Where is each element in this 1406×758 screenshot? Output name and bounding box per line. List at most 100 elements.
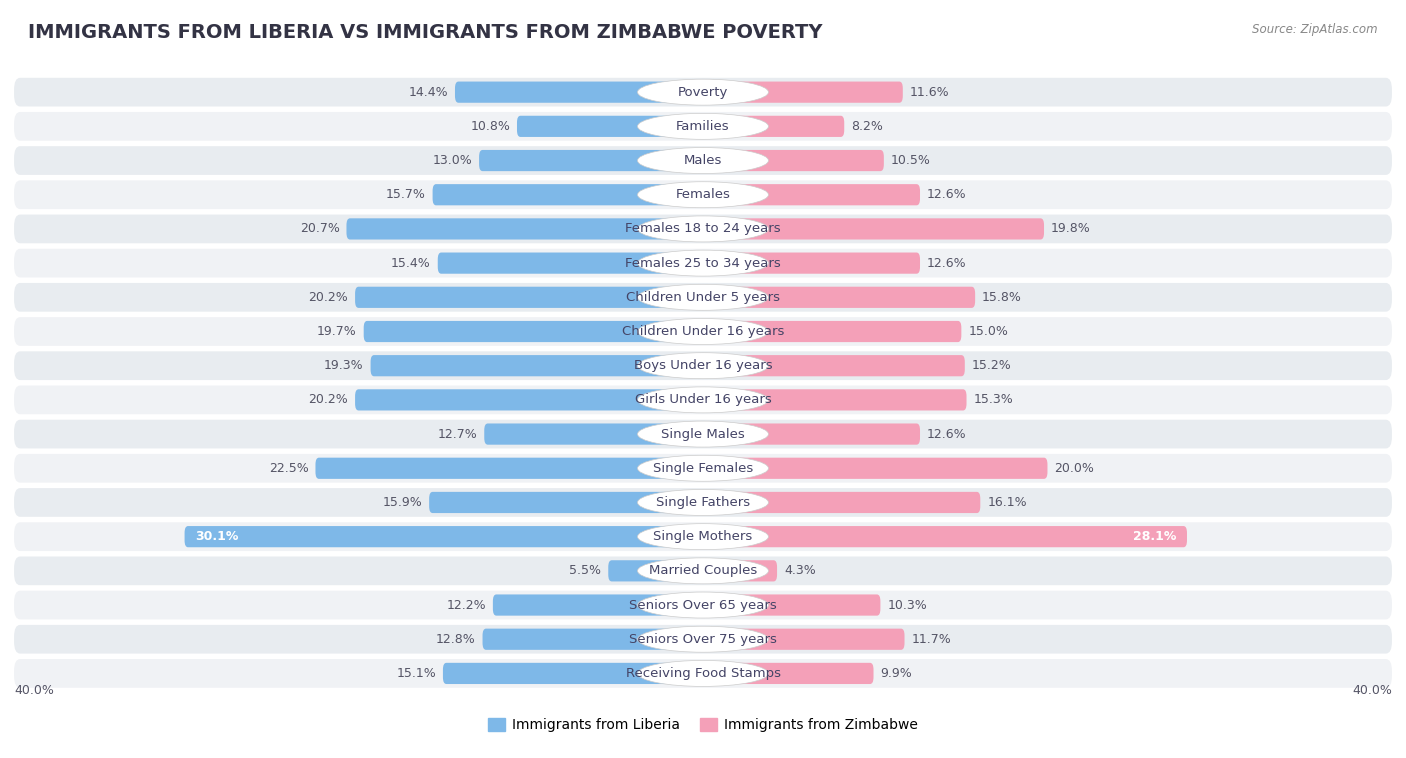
Text: 8.2%: 8.2% [851,120,883,133]
FancyBboxPatch shape [703,526,1187,547]
Ellipse shape [637,148,769,174]
Ellipse shape [637,352,769,379]
FancyBboxPatch shape [356,390,703,411]
FancyBboxPatch shape [433,184,703,205]
FancyBboxPatch shape [14,386,1392,414]
Text: 14.4%: 14.4% [409,86,449,99]
FancyBboxPatch shape [703,390,966,411]
FancyBboxPatch shape [703,82,903,103]
Text: Poverty: Poverty [678,86,728,99]
Text: 11.7%: 11.7% [911,633,950,646]
Text: Females 25 to 34 years: Females 25 to 34 years [626,257,780,270]
Text: 15.9%: 15.9% [382,496,422,509]
FancyBboxPatch shape [609,560,703,581]
Text: 20.2%: 20.2% [308,291,349,304]
Text: Seniors Over 65 years: Seniors Over 65 years [628,599,778,612]
FancyBboxPatch shape [346,218,703,240]
FancyBboxPatch shape [429,492,703,513]
FancyBboxPatch shape [437,252,703,274]
Text: 4.3%: 4.3% [785,565,815,578]
Text: 28.1%: 28.1% [1133,530,1177,543]
Text: 19.8%: 19.8% [1050,222,1091,236]
FancyBboxPatch shape [14,590,1392,619]
Text: 10.8%: 10.8% [470,120,510,133]
Text: 15.3%: 15.3% [973,393,1014,406]
Ellipse shape [637,318,769,344]
FancyBboxPatch shape [703,184,920,205]
FancyBboxPatch shape [14,180,1392,209]
FancyBboxPatch shape [364,321,703,342]
FancyBboxPatch shape [14,283,1392,312]
Text: 20.7%: 20.7% [299,222,340,236]
FancyBboxPatch shape [703,218,1045,240]
Ellipse shape [637,558,769,584]
Text: 40.0%: 40.0% [1353,684,1392,697]
FancyBboxPatch shape [14,249,1392,277]
FancyBboxPatch shape [703,252,920,274]
FancyBboxPatch shape [14,420,1392,449]
FancyBboxPatch shape [315,458,703,479]
Text: 11.6%: 11.6% [910,86,949,99]
Text: 12.2%: 12.2% [446,599,486,612]
Text: 12.6%: 12.6% [927,188,966,201]
Text: 15.1%: 15.1% [396,667,436,680]
Text: 12.7%: 12.7% [437,428,478,440]
Text: 15.8%: 15.8% [981,291,1022,304]
FancyBboxPatch shape [14,522,1392,551]
FancyBboxPatch shape [14,454,1392,483]
Ellipse shape [637,250,769,276]
Ellipse shape [637,592,769,618]
Text: Single Mothers: Single Mothers [654,530,752,543]
Ellipse shape [637,216,769,242]
Ellipse shape [637,660,769,687]
FancyBboxPatch shape [703,628,904,650]
Ellipse shape [637,79,769,105]
FancyBboxPatch shape [14,659,1392,688]
Text: Girls Under 16 years: Girls Under 16 years [634,393,772,406]
Ellipse shape [637,421,769,447]
FancyBboxPatch shape [703,458,1047,479]
Text: 19.3%: 19.3% [323,359,364,372]
FancyBboxPatch shape [14,112,1392,141]
FancyBboxPatch shape [14,556,1392,585]
Text: Males: Males [683,154,723,167]
FancyBboxPatch shape [14,215,1392,243]
Text: Seniors Over 75 years: Seniors Over 75 years [628,633,778,646]
Text: Females 18 to 24 years: Females 18 to 24 years [626,222,780,236]
Text: Females: Females [675,188,731,201]
FancyBboxPatch shape [703,560,778,581]
Text: Families: Families [676,120,730,133]
Ellipse shape [637,284,769,310]
Text: 15.2%: 15.2% [972,359,1011,372]
FancyBboxPatch shape [703,424,920,445]
FancyBboxPatch shape [371,355,703,376]
Text: 13.0%: 13.0% [433,154,472,167]
Ellipse shape [637,114,769,139]
Text: 12.6%: 12.6% [927,428,966,440]
FancyBboxPatch shape [703,321,962,342]
FancyBboxPatch shape [494,594,703,615]
Text: Source: ZipAtlas.com: Source: ZipAtlas.com [1253,23,1378,36]
FancyBboxPatch shape [14,317,1392,346]
Text: Single Males: Single Males [661,428,745,440]
Text: 30.1%: 30.1% [195,530,238,543]
Text: 20.2%: 20.2% [308,393,349,406]
Text: Children Under 5 years: Children Under 5 years [626,291,780,304]
FancyBboxPatch shape [703,355,965,376]
Text: 40.0%: 40.0% [14,684,53,697]
Text: 16.1%: 16.1% [987,496,1026,509]
Text: 15.4%: 15.4% [391,257,430,270]
FancyBboxPatch shape [14,78,1392,107]
FancyBboxPatch shape [517,116,703,137]
Text: 22.5%: 22.5% [269,462,308,475]
FancyBboxPatch shape [14,352,1392,380]
FancyBboxPatch shape [703,662,873,684]
Ellipse shape [637,387,769,413]
Text: Boys Under 16 years: Boys Under 16 years [634,359,772,372]
FancyBboxPatch shape [703,594,880,615]
Text: Receiving Food Stamps: Receiving Food Stamps [626,667,780,680]
Text: Children Under 16 years: Children Under 16 years [621,325,785,338]
FancyBboxPatch shape [703,287,976,308]
Text: IMMIGRANTS FROM LIBERIA VS IMMIGRANTS FROM ZIMBABWE POVERTY: IMMIGRANTS FROM LIBERIA VS IMMIGRANTS FR… [28,23,823,42]
FancyBboxPatch shape [14,488,1392,517]
